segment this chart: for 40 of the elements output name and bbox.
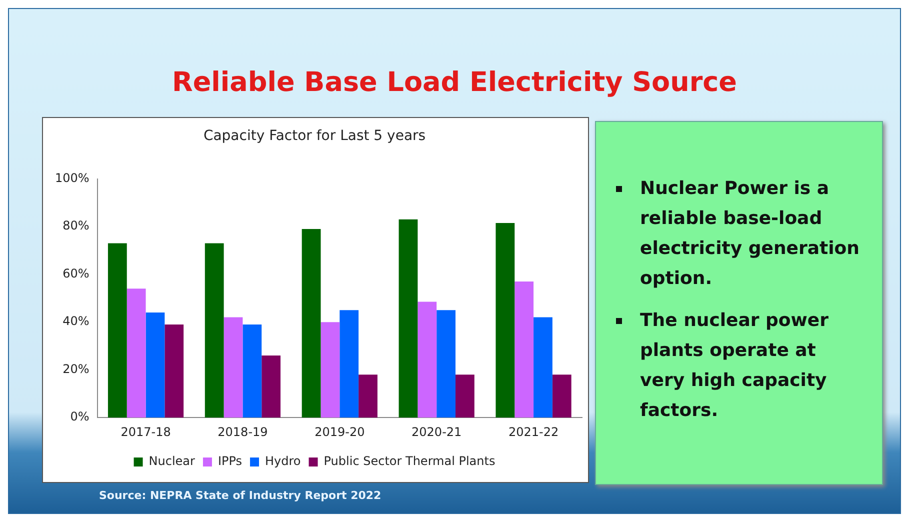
x-tick-label: 2017-18 bbox=[120, 424, 171, 439]
legend-label: Hydro bbox=[265, 454, 301, 468]
bar bbox=[108, 243, 127, 418]
bar bbox=[242, 324, 262, 418]
bar bbox=[436, 310, 456, 418]
bar bbox=[126, 288, 146, 418]
bar bbox=[302, 228, 321, 418]
y-tick-label: 0% bbox=[70, 410, 90, 424]
bar bbox=[455, 374, 474, 418]
bar bbox=[534, 317, 552, 418]
bar bbox=[514, 281, 534, 418]
chart-title: Reliable Base Load Electricity Source bbox=[171, 67, 738, 98]
bar bbox=[224, 317, 243, 418]
bar bbox=[358, 374, 378, 418]
bar bbox=[552, 374, 572, 418]
legend-label: Nuclear bbox=[148, 454, 196, 468]
chart-subtitle: Capacity Factor for Last 5 years bbox=[203, 128, 426, 144]
text: The nuclear power plants operate at very high capacity factors. bbox=[640, 309, 830, 423]
x-tick-label: 2021-22 bbox=[508, 424, 559, 439]
source-note: Source: NEPRA State of Industry Report 2022 bbox=[99, 489, 382, 502]
y-tick-label: 80% bbox=[62, 218, 90, 233]
legend-label: IPPs bbox=[218, 454, 242, 468]
bar bbox=[496, 222, 515, 418]
x-tick-label: 2020-21 bbox=[412, 424, 462, 439]
bar bbox=[204, 243, 224, 418]
y-tick-label: 40% bbox=[62, 314, 90, 328]
y-tick-label: 60% bbox=[62, 266, 90, 280]
bar bbox=[262, 356, 281, 418]
legend-label: Public Sector Thermal Plants bbox=[324, 454, 496, 468]
bar bbox=[340, 310, 359, 418]
y-tick-label: 100% bbox=[54, 170, 90, 185]
bar bbox=[418, 302, 437, 418]
x-tick-label: 2018-19 bbox=[218, 424, 268, 439]
x-tick-label: 2019-20 bbox=[314, 424, 365, 439]
text: Nuclear Power is a reliable base-load electricity generation option. bbox=[640, 177, 860, 291]
bar bbox=[146, 312, 165, 418]
bar bbox=[398, 219, 418, 418]
bar bbox=[164, 324, 184, 418]
bar bbox=[320, 322, 340, 418]
y-tick-label: 20% bbox=[62, 362, 90, 376]
